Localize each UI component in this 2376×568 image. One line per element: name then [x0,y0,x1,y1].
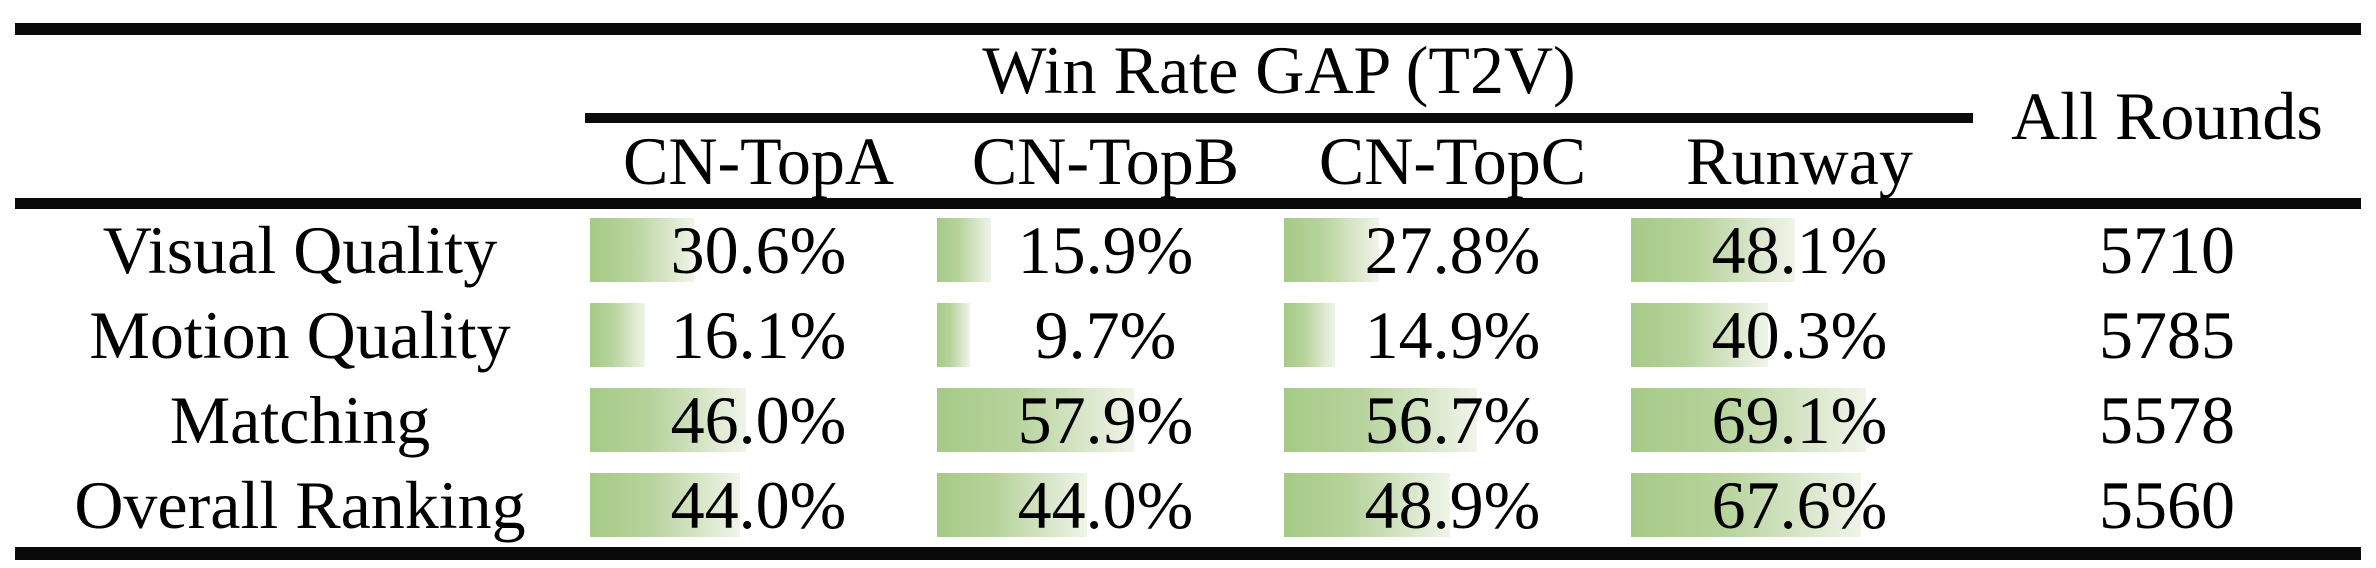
column-header-cn-topa: CN-TopA [585,123,932,198]
win-rate-value: 16.1% [670,297,847,374]
win-rate-value: 9.7% [1034,297,1177,374]
win-rate-value: 56.7% [1364,381,1541,458]
table-row: Overall Ranking 44.0% 44.0% 48.9% 67.6% 5560 [15,462,2361,547]
win-rate-value: 44.0% [1017,466,1194,543]
column-header-label: Runway [1686,122,1913,199]
column-header-runway: Runway [1626,123,1973,198]
win-rate-cell: 56.7% [1279,378,1626,463]
column-header-cn-topc: CN-TopC [1279,123,1626,198]
group-header-underline-rule [585,113,1973,123]
win-rate-value: 67.6% [1711,466,1888,543]
all-rounds-header: All Rounds [1973,33,2361,198]
header-bottom-rule [15,198,2361,209]
win-rate-cell: 69.1% [1626,378,1973,463]
win-rate-value: 46.0% [670,381,847,458]
win-rate-value: 69.1% [1711,381,1888,458]
win-rate-databar [590,472,740,537]
win-rate-cell: 46.0% [585,378,932,463]
win-rate-cell: 67.6% [1626,462,1973,547]
win-rate-value: 40.3% [1711,297,1888,374]
win-rate-cell: 14.9% [1279,293,1626,378]
win-rate-databar [1631,303,1769,368]
win-rate-cell: 48.9% [1279,462,1626,547]
group-header: Win Rate GAP (T2V) [585,28,1973,112]
group-header-label: Win Rate GAP (T2V) [982,32,1576,108]
win-rate-databar [1631,218,1795,283]
win-rate-cell: 15.9% [932,208,1279,293]
win-rate-databar [1631,472,1861,537]
row-label: Overall Ranking [74,466,526,543]
win-rate-value: 14.9% [1364,297,1541,374]
all-rounds-header-label: All Rounds [2011,77,2323,154]
win-rate-databar [590,387,747,452]
win-rate-databar [937,472,1087,537]
win-rate-cell: 44.0% [585,462,932,547]
win-rate-cell: 44.0% [932,462,1279,547]
all-rounds-value: 5578 [2099,381,2235,458]
table-row: Visual Quality 30.6% 15.9% 27.8% 48.1% 5710 [15,208,2361,293]
win-rate-databar [937,387,1134,452]
win-rate-databar [1284,218,1379,283]
row-label: Motion Quality [89,297,511,374]
win-rate-databar [1284,472,1451,537]
win-rate-cell: 40.3% [1626,293,1973,378]
column-header-label: CN-TopA [622,122,894,199]
bottom-rule [15,547,2361,560]
win-rate-value: 48.9% [1364,466,1541,543]
win-rate-databar [1631,387,1866,452]
column-header-label: CN-TopC [1318,122,1587,199]
win-rate-value: 57.9% [1017,381,1194,458]
win-rate-value: 30.6% [670,212,847,289]
win-rate-cell: 57.9% [932,378,1279,463]
win-rate-cell: 9.7% [932,293,1279,378]
win-rate-databar [937,303,970,368]
win-rate-cell: 27.8% [1279,208,1626,293]
column-header-label: CN-TopB [971,122,1240,199]
win-rate-cell: 30.6% [585,208,932,293]
win-rate-cell: 48.1% [1626,208,1973,293]
table-row: Motion Quality 16.1% 9.7% 14.9% 40.3% 5785 [15,293,2361,378]
column-headers: CN-TopA CN-TopB CN-TopC Runway [585,123,1973,198]
column-header-cn-topb: CN-TopB [932,123,1279,198]
win-rate-databar [590,218,695,283]
row-label: Matching [169,381,431,458]
top-rule [15,23,2361,35]
win-rate-databar [937,218,992,283]
table-row: Matching 46.0% 57.9% 56.7% 69.1% 5578 [15,378,2361,463]
win-rate-cell: 16.1% [585,293,932,378]
all-rounds-value: 5710 [2099,212,2235,289]
win-rate-databar [1284,303,1335,368]
all-rounds-value: 5785 [2099,297,2235,374]
table-body: Visual Quality 30.6% 15.9% 27.8% 48.1% 5710 Mo… [15,208,2361,547]
win-rate-databar [590,303,645,368]
row-label: Visual Quality [102,212,498,289]
win-rate-value: 15.9% [1017,212,1194,289]
win-rate-value: 44.0% [670,466,847,543]
win-rate-databar [1284,387,1477,452]
win-rate-value: 48.1% [1711,212,1888,289]
all-rounds-value: 5560 [2099,466,2235,543]
win-rate-value: 27.8% [1364,212,1541,289]
